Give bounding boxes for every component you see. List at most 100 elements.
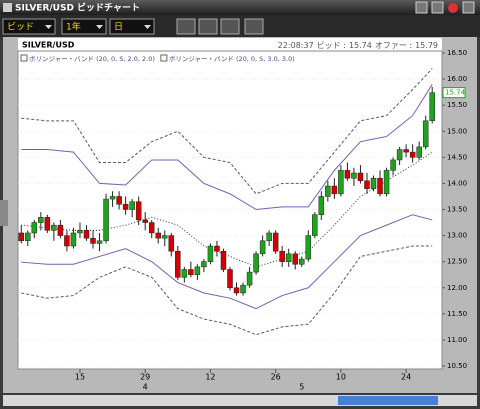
legend-item[interactable]: ボリンジャー・バンド (20, 0, S, 2.0, 2.0) [20,54,155,63]
candle-body [416,146,422,158]
maximize-button[interactable] [431,1,444,14]
candle-body [318,196,325,215]
minimize-button[interactable] [415,1,428,14]
candle-body [266,232,272,242]
candle-body [64,235,70,247]
x-tick-label: 10 [336,373,346,382]
candle-body [331,185,338,195]
dropdown[interactable] [109,18,155,35]
candle-body [299,258,305,265]
alarm-button[interactable] [448,3,458,13]
dropdown-label: 1年 [66,21,81,33]
y-tick-label: 16.00 [447,75,467,83]
title-bar [0,0,480,15]
quote-bid-label: ビッド : [317,41,346,50]
candle-body [240,284,246,294]
candle-body [135,201,142,221]
candle-body [90,237,96,244]
candle-body [142,219,148,223]
candle-body [409,151,416,158]
candle-body [77,230,83,234]
candle-body [233,287,240,294]
toolbar-dropdowns: ビッド 1年 日 [2,18,155,35]
candle-body [390,159,396,171]
window-icon [3,3,12,12]
candle-body [292,253,298,265]
candle-body [103,198,109,242]
candle-body [70,232,77,247]
y-tick-label: 11.00 [447,336,467,344]
candle-body [148,222,155,234]
candle-body [25,232,31,242]
window-title: SILVER/USD ビッドチャート [15,2,140,14]
candle-body [253,253,259,273]
candle-body [396,149,403,161]
candle-body [109,196,116,200]
scrollbar[interactable] [3,395,477,406]
candle-body [227,269,233,289]
candle-body [188,269,194,275]
dropdown-arrow [144,25,151,29]
candle-body [325,185,331,197]
candle-body [377,177,383,195]
y-tick-label: 15.00 [447,127,467,135]
band-lower [21,214,433,310]
y-tick-label: 16.50 [447,49,467,57]
candle-body [364,180,370,189]
tool-button[interactable] [198,18,218,35]
candle-body [220,250,227,270]
candle-body [44,217,51,231]
chart-header [18,38,442,51]
legend-item[interactable]: ボリンジャー・バンド (20, 0, S, 3.0, 3.0) [160,54,295,63]
x-tick-label: 15 [75,373,85,382]
legend-label: ボリンジャー・バンド (20, 0, S, 2.0, 2.0) [29,55,155,63]
legend-label: ボリンジャー・バンド (20, 0, S, 3.0, 3.0) [169,55,295,63]
tool-button[interactable] [244,18,264,35]
scroll-thumb[interactable] [338,396,438,405]
dropdown-arrow [96,25,103,29]
month-label: 5 [299,383,304,392]
plot-area [17,50,443,370]
band-middle [21,151,433,268]
candle-body [129,201,135,210]
dropdown-arrow [45,25,52,29]
candle-body [207,245,214,262]
side-tab[interactable] [0,200,8,226]
band-upper [21,68,433,195]
candle-body [279,250,285,262]
candle-body [38,217,44,223]
candle-body [285,253,292,262]
legend-box [160,54,168,62]
candle-body [162,235,168,239]
tool-button[interactable] [176,18,196,35]
candle-body [194,266,201,275]
dropdown[interactable] [2,18,56,35]
dropdown[interactable] [61,18,107,35]
candle-body [259,240,266,255]
y-tick-label: 14.50 [447,153,467,161]
candle-body [51,224,57,231]
candle-body [18,232,25,242]
x-tick-label: 12 [205,373,215,382]
candle-body [83,230,90,239]
y-tick-label: 14.00 [447,179,467,187]
candle-body [312,214,318,236]
candle-body [429,92,435,122]
y-tick-label: 15.50 [447,101,467,109]
candle-body [246,271,253,286]
symbol: SILVER/USD [22,41,75,50]
candle-body [351,172,357,179]
candle-body [57,224,64,236]
candle-body [201,261,207,268]
x-tick-label: 29 [140,373,150,382]
band-upper [21,84,433,211]
candle-body [122,204,129,210]
candle-body [338,170,344,195]
y-tick-label: 10.50 [447,362,467,370]
tool-button[interactable] [220,18,240,35]
close-button[interactable] [462,1,475,14]
dropdown-label: ビッド [7,22,34,33]
price-tag [442,87,466,99]
candle-body [272,232,279,252]
